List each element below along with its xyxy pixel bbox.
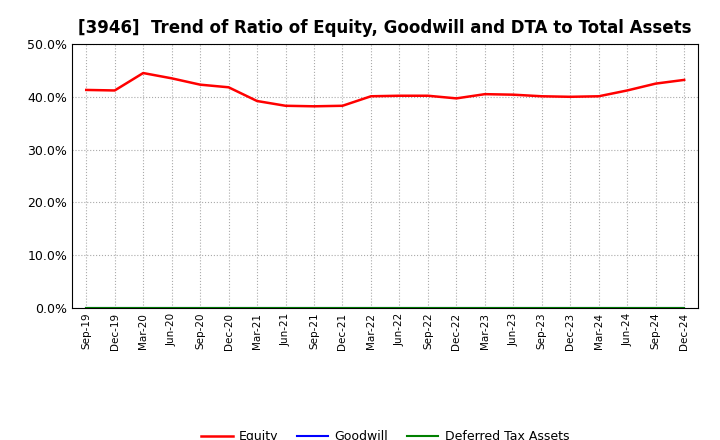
Goodwill (139, 305, 148, 311)
Deferred Tax Assets (110, 305, 119, 311)
Equity (225, 84, 233, 90)
Goodwill (395, 305, 404, 311)
Goodwill (652, 305, 660, 311)
Goodwill (480, 305, 489, 311)
Goodwill (680, 305, 688, 311)
Equity (623, 88, 631, 93)
Equity (509, 92, 518, 97)
Deferred Tax Assets (480, 305, 489, 311)
Goodwill (110, 305, 119, 311)
Goodwill (196, 305, 204, 311)
Deferred Tax Assets (423, 305, 432, 311)
Goodwill (623, 305, 631, 311)
Equity (310, 104, 318, 109)
Goodwill (338, 305, 347, 311)
Deferred Tax Assets (509, 305, 518, 311)
Goodwill (253, 305, 261, 311)
Goodwill (566, 305, 575, 311)
Goodwill (509, 305, 518, 311)
Deferred Tax Assets (139, 305, 148, 311)
Deferred Tax Assets (537, 305, 546, 311)
Deferred Tax Assets (225, 305, 233, 311)
Equity (537, 94, 546, 99)
Deferred Tax Assets (395, 305, 404, 311)
Equity (452, 96, 461, 101)
Deferred Tax Assets (253, 305, 261, 311)
Goodwill (310, 305, 318, 311)
Equity (652, 81, 660, 86)
Equity (423, 93, 432, 99)
Line: Equity: Equity (86, 73, 684, 106)
Equity (196, 82, 204, 87)
Deferred Tax Assets (566, 305, 575, 311)
Deferred Tax Assets (652, 305, 660, 311)
Legend: Equity, Goodwill, Deferred Tax Assets: Equity, Goodwill, Deferred Tax Assets (197, 425, 574, 440)
Goodwill (282, 305, 290, 311)
Deferred Tax Assets (623, 305, 631, 311)
Goodwill (423, 305, 432, 311)
Goodwill (366, 305, 375, 311)
Equity (253, 99, 261, 104)
Equity (167, 76, 176, 81)
Goodwill (225, 305, 233, 311)
Deferred Tax Assets (196, 305, 204, 311)
Equity (139, 70, 148, 76)
Deferred Tax Assets (310, 305, 318, 311)
Equity (395, 93, 404, 99)
Equity (338, 103, 347, 108)
Equity (566, 94, 575, 99)
Goodwill (167, 305, 176, 311)
Deferred Tax Assets (595, 305, 603, 311)
Equity (680, 77, 688, 83)
Goodwill (82, 305, 91, 311)
Equity (110, 88, 119, 93)
Equity (82, 87, 91, 92)
Deferred Tax Assets (452, 305, 461, 311)
Equity (595, 94, 603, 99)
Title: [3946]  Trend of Ratio of Equity, Goodwill and DTA to Total Assets: [3946] Trend of Ratio of Equity, Goodwil… (78, 19, 692, 37)
Equity (480, 92, 489, 97)
Deferred Tax Assets (82, 305, 91, 311)
Deferred Tax Assets (680, 305, 688, 311)
Deferred Tax Assets (167, 305, 176, 311)
Deferred Tax Assets (338, 305, 347, 311)
Deferred Tax Assets (282, 305, 290, 311)
Equity (282, 103, 290, 108)
Deferred Tax Assets (366, 305, 375, 311)
Goodwill (537, 305, 546, 311)
Goodwill (595, 305, 603, 311)
Equity (366, 94, 375, 99)
Goodwill (452, 305, 461, 311)
